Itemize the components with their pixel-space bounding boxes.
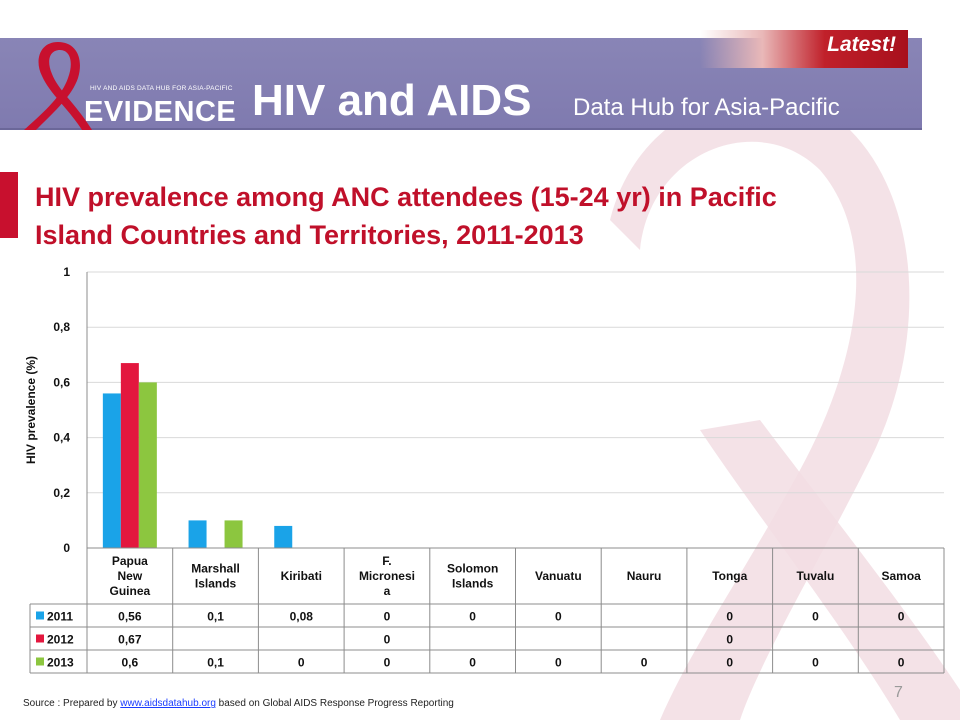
bar-2011-2	[274, 525, 293, 548]
y-tick-label: 1	[63, 265, 70, 279]
y-tick-label: 0,4	[53, 431, 70, 445]
red-ribbon-logo-icon	[24, 42, 92, 130]
data-label-2013-9: 0	[898, 656, 905, 670]
data-label-2012-7: 0	[726, 633, 733, 647]
data-label-2012-3: 0	[384, 633, 391, 647]
y-tick-label: 0,6	[53, 375, 70, 389]
legend-label-2011: 2011	[47, 610, 73, 624]
y-axis-label: HIV prevalence (%)	[24, 356, 38, 464]
grid-layer	[87, 271, 944, 549]
category-label-2: Kiribati	[281, 569, 322, 583]
data-label-2013-5: 0	[555, 656, 562, 670]
y-tick-label: 0,2	[53, 486, 70, 500]
bar-2013-0	[138, 382, 157, 548]
category-label-6: Nauru	[627, 569, 662, 583]
source-note: Source : Prepared by www.aidsdatahub.org…	[23, 698, 454, 709]
logo-evidence-text: EVIDENCE	[84, 96, 237, 128]
data-label-2011-2: 0,08	[290, 610, 314, 624]
axis-layer: 0 0,2 0,4 0,6 0,8 1 HIV prevalence (%)	[24, 265, 944, 555]
data-table: Papua New Guinea Marshall Islands Kiribati F. M…	[29, 548, 945, 674]
data-label-2012-0: 0,67	[118, 633, 142, 647]
prevalence-bar-chart: 0 0,2 0,4 0,6 0,8 1 HIV prevalence (%) Papua Ne…	[24, 265, 945, 674]
data-label-2011-5: 0	[555, 610, 562, 624]
bar-2013-1	[224, 520, 243, 548]
data-label-2011-7: 0	[726, 610, 733, 624]
category-label-5: Vanuatu	[535, 569, 582, 583]
latest-flag: Latest!	[700, 30, 908, 68]
data-label-2011-3: 0	[384, 610, 391, 624]
data-label-2013-7: 0	[726, 656, 733, 670]
data-label-2011-1: 0,1	[207, 610, 224, 624]
latest-label: Latest!	[827, 33, 896, 56]
legend-swatch-2011	[36, 611, 44, 620]
data-label-2013-0: 0,6	[122, 656, 139, 670]
category-label-4: Solomon Islands	[447, 562, 498, 591]
category-label-8: Tuvalu	[797, 569, 835, 583]
category-label-1: Marshall Islands	[191, 562, 240, 591]
legend-label-2013: 2013	[47, 656, 74, 670]
category-label-7: Tonga	[712, 569, 747, 583]
title-accent-bar	[0, 172, 18, 238]
data-label-2013-1: 0,1	[207, 656, 224, 670]
bar-2011-0	[102, 393, 121, 548]
slide-title: HIV prevalence among ANC attendees (15-2…	[35, 182, 777, 250]
bar-2012-0	[120, 363, 139, 548]
data-label-2011-9: 0	[898, 610, 905, 624]
logo-to-action-text: TO ACTION	[84, 126, 222, 152]
page-number: 7	[894, 684, 903, 701]
data-label-2011-4: 0	[469, 610, 476, 624]
source-link[interactable]: www.aidsdatahub.org	[120, 698, 216, 709]
source-prefix: Source : Prepared by	[23, 698, 121, 709]
category-label-9: Samoa	[881, 569, 921, 583]
hub-subtitle: Data Hub for Asia-Pacific	[573, 94, 840, 121]
data-label-2013-6: 0	[641, 656, 648, 670]
data-label-2011-8: 0	[812, 610, 819, 624]
category-label-0: Papua New Guinea	[110, 554, 151, 598]
legend-swatch-2012	[36, 634, 44, 643]
y-tick-label: 0	[63, 541, 70, 555]
data-label-2011-0: 0,56	[118, 610, 142, 624]
y-tick-label: 0,8	[53, 320, 70, 334]
bars-layer	[102, 363, 293, 548]
legend-label-2012: 2012	[47, 633, 74, 647]
bar-2011-1	[188, 520, 207, 548]
legend-swatch-2013	[36, 657, 44, 666]
logo-tagline: HIV AND AIDS DATA HUB FOR ASIA-PACIFIC	[90, 85, 233, 92]
category-label-3: F. Micronesi a	[359, 554, 415, 598]
evidence-to-action-logo: HIV AND AIDS DATA HUB FOR ASIA-PACIFIC E…	[0, 38, 245, 152]
data-label-2013-3: 0	[384, 656, 391, 670]
source-suffix: based on Global AIDS Response Progress R…	[215, 698, 454, 709]
data-label-2013-8: 0	[812, 656, 819, 670]
hub-title: HIV and AIDS	[252, 76, 532, 125]
data-label-2013-4: 0	[469, 656, 476, 670]
data-label-2013-2: 0	[298, 656, 305, 670]
